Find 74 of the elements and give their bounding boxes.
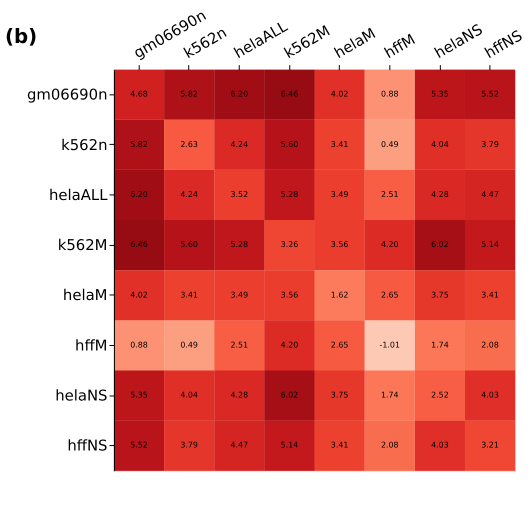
data-label: 1.74 — [380, 390, 399, 400]
data-label: 5.35 — [431, 90, 449, 99]
y-tick-label: helaM — [62, 286, 108, 304]
y-tick-label: helaALL — [49, 186, 108, 204]
data-label: 5.60 — [280, 140, 298, 149]
data-label: 2.08 — [481, 340, 499, 350]
y-tick-label: hffNS — [67, 436, 108, 455]
y-tick-label: helaNS — [55, 386, 108, 405]
data-label: 4.28 — [431, 190, 449, 199]
y-tick-label: gm06690n — [26, 86, 108, 104]
data-label: 1.62 — [330, 290, 348, 300]
data-label: 4.24 — [230, 140, 248, 149]
data-label: 2.65 — [330, 340, 348, 350]
data-label: 3.41 — [180, 290, 198, 300]
data-label: 6.20 — [130, 190, 148, 199]
data-label: 3.49 — [230, 290, 248, 300]
data-label: 2.08 — [380, 440, 399, 450]
data-label: 6.46 — [280, 90, 298, 99]
data-label: 5.82 — [180, 90, 198, 99]
data-label: 5.28 — [280, 190, 298, 199]
data-label: 5.52 — [130, 440, 148, 450]
data-label: 4.47 — [230, 440, 248, 450]
data-label: 4.03 — [481, 390, 499, 400]
data-label: 4.20 — [380, 240, 399, 250]
y-tick-label: k562M — [58, 236, 108, 254]
data-label: 6.46 — [130, 240, 148, 250]
data-label: 5.35 — [130, 390, 148, 400]
data-label: 4.02 — [130, 290, 148, 300]
data-label: 5.14 — [481, 240, 499, 250]
data-label: 3.56 — [280, 290, 298, 300]
data-label: 4.04 — [180, 390, 198, 400]
data-label: 3.75 — [431, 290, 449, 300]
data-label: 3.75 — [330, 390, 348, 400]
data-label: 4.20 — [280, 340, 298, 350]
data-label: 5.82 — [130, 140, 148, 149]
data-label: 3.52 — [230, 190, 248, 199]
data-label: 4.24 — [180, 190, 198, 199]
data-label: 5.52 — [481, 90, 499, 99]
data-label: 2.52 — [431, 390, 449, 400]
data-label: 6.02 — [431, 240, 449, 250]
data-label: 4.47 — [481, 190, 499, 199]
data-label: 3.79 — [481, 140, 499, 149]
data-label: 3.79 — [180, 440, 198, 450]
data-label: 5.14 — [280, 440, 298, 450]
y-tick-label: hffM — [75, 336, 108, 354]
data-label: 0.49 — [380, 140, 399, 149]
data-label: 2.51 — [380, 190, 399, 199]
data-label: 5.60 — [180, 240, 198, 250]
data-label: 3.21 — [481, 440, 499, 450]
data-label: 4.03 — [431, 440, 449, 450]
chart-title: (b) — [4, 25, 38, 48]
x-tick-label: hffM — [381, 30, 418, 62]
data-label: 2.65 — [380, 290, 399, 300]
data-label: 3.41 — [330, 140, 348, 149]
data-label: 6.20 — [230, 90, 248, 99]
data-label: 0.88 — [130, 340, 148, 350]
data-label: 6.02 — [280, 390, 298, 400]
data-label: 2.63 — [180, 140, 198, 149]
data-label: -1.01 — [380, 340, 400, 350]
data-label: 1.74 — [431, 340, 449, 350]
data-label: 3.41 — [330, 440, 348, 450]
y-tick-label: k562n — [61, 136, 108, 154]
data-label: 4.02 — [330, 90, 348, 99]
data-label: 4.68 — [130, 90, 148, 99]
data-label: 3.49 — [330, 190, 348, 199]
data-label: 0.88 — [380, 90, 399, 99]
data-label: 4.28 — [230, 390, 248, 400]
data-label: 3.26 — [280, 240, 298, 250]
data-label: 3.41 — [481, 290, 499, 300]
data-label: 4.04 — [431, 140, 449, 149]
data-label: 5.28 — [230, 240, 248, 250]
data-label: 3.56 — [330, 240, 348, 250]
data-label: 2.51 — [230, 340, 248, 350]
data-label: 0.49 — [180, 340, 198, 350]
